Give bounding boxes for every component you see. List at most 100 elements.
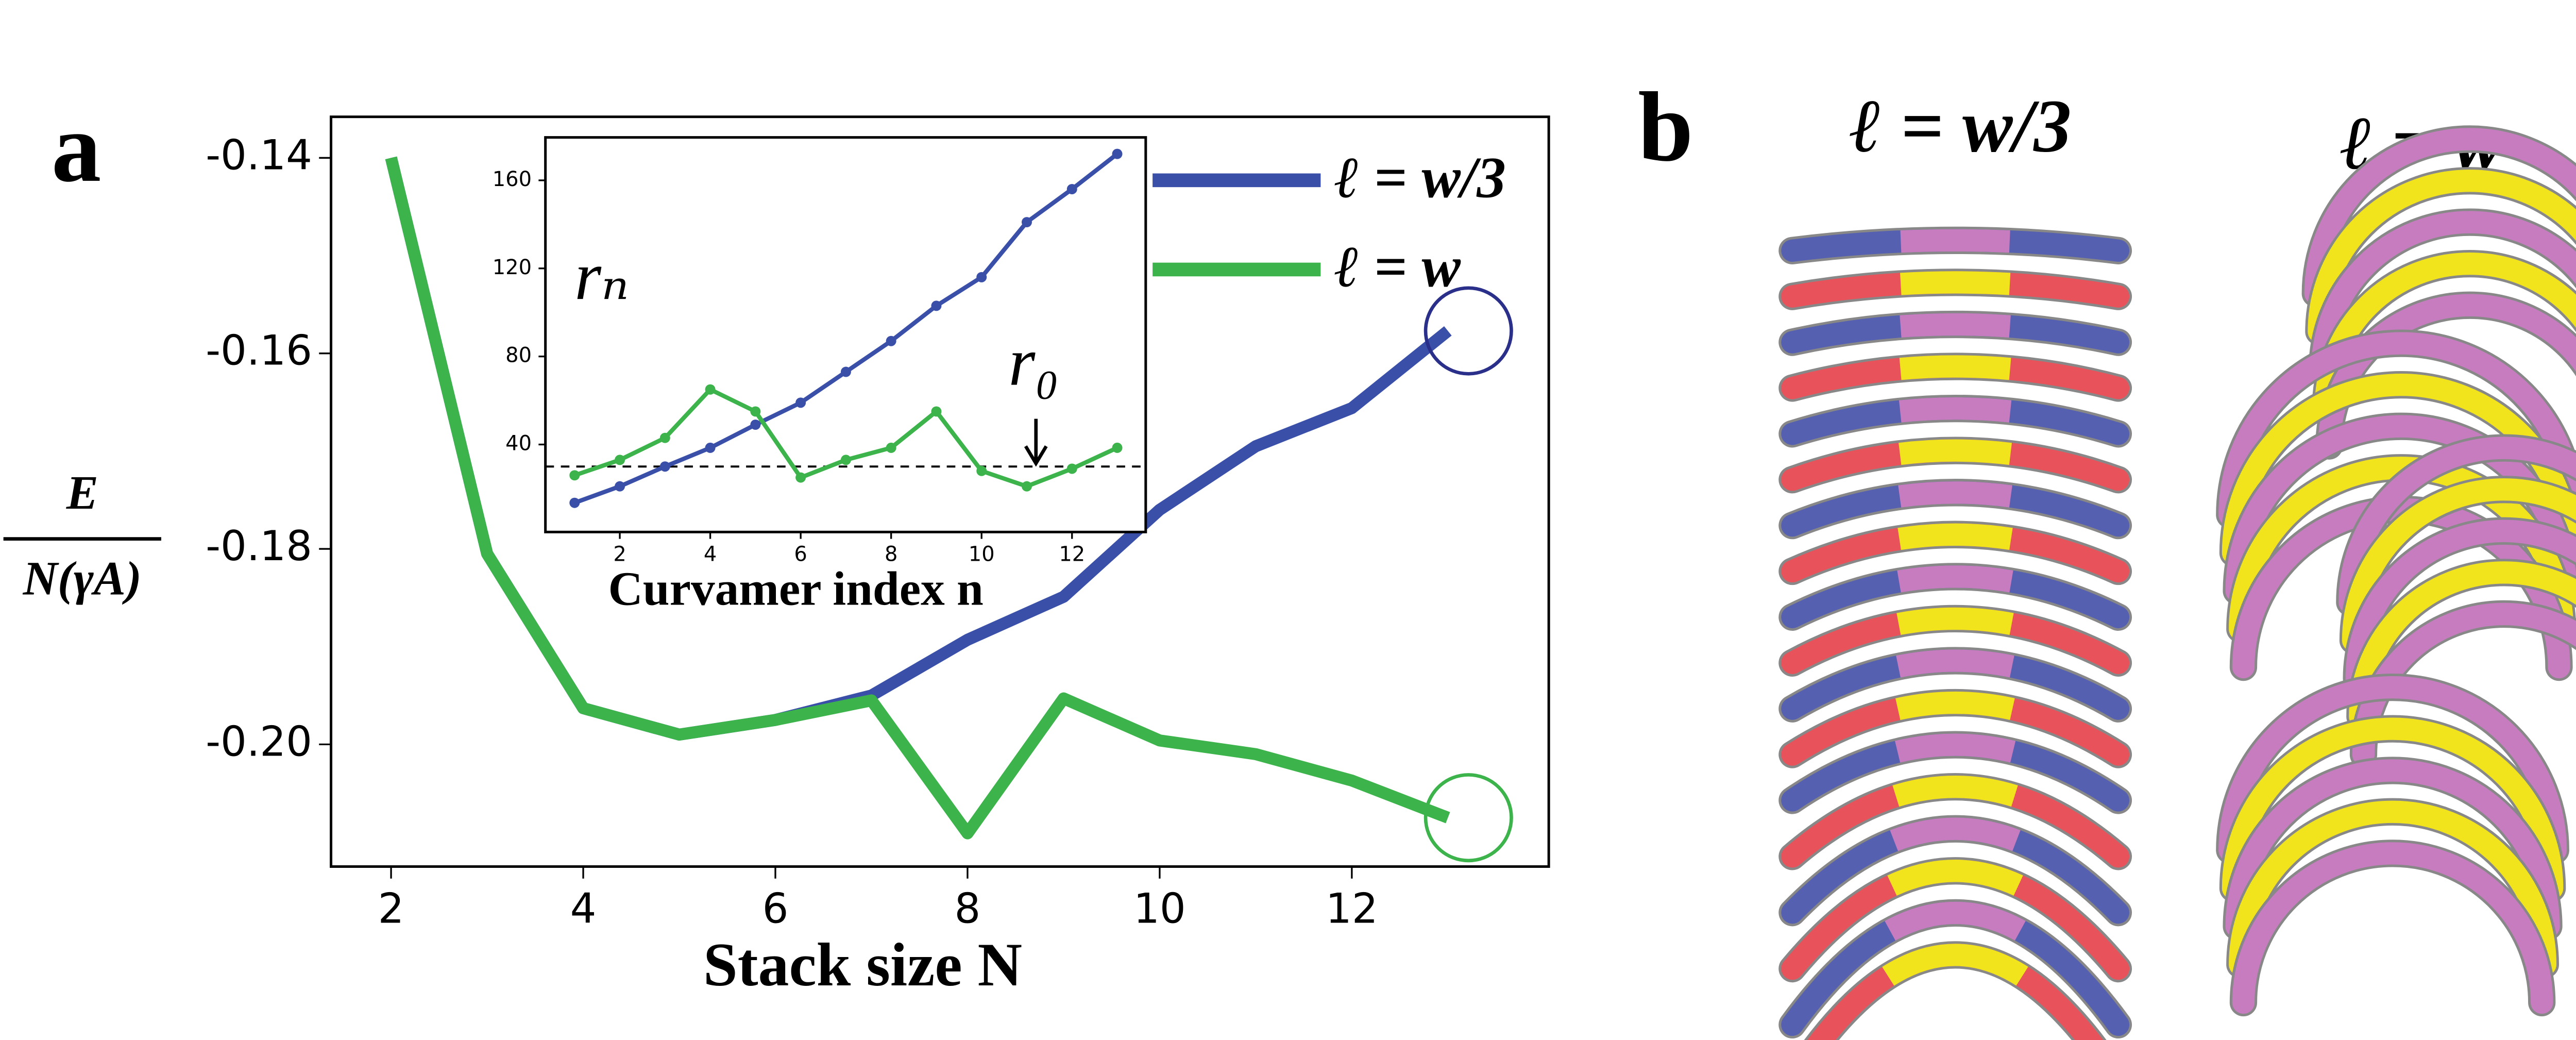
- curvamer-outline: [2229, 840, 2556, 1017]
- curvamer: [2222, 717, 2564, 900]
- y-tick-label: 120: [493, 256, 532, 279]
- curvamer: [2345, 519, 2576, 690]
- curvamer-middle: [1788, 523, 2123, 582]
- x-tick-label: 12: [1059, 543, 1085, 566]
- curvamer-middle: [1788, 481, 2123, 536]
- x-tick-label: 10: [1133, 885, 1186, 933]
- point: [931, 406, 942, 417]
- point: [1112, 148, 1123, 159]
- curvamer: [2342, 478, 2576, 652]
- curvamer: [2225, 759, 2560, 938]
- point: [659, 432, 670, 443]
- x-tick-label: 12: [1326, 885, 1378, 933]
- curvamer-middle: [1790, 313, 2121, 354]
- legend-label: ℓ = w/3: [1334, 145, 1506, 210]
- point: [886, 442, 896, 453]
- point: [976, 465, 987, 476]
- curvamer-middle: [1787, 607, 2124, 673]
- panel-label: b: [1638, 72, 1693, 182]
- curvamer: [2349, 561, 2576, 728]
- curvamer: [2222, 374, 2576, 564]
- curvamer: [2218, 676, 2567, 862]
- curvamer: [2229, 800, 2556, 976]
- curvamer: [2318, 294, 2576, 457]
- y-tick-label: 80: [505, 344, 532, 367]
- y-axis-label: rₙ: [574, 238, 629, 314]
- series-line: [385, 156, 1450, 840]
- y-tick-label: -0.20: [206, 717, 312, 765]
- curvamer: [2232, 498, 2570, 679]
- point: [1066, 463, 1077, 474]
- curvamer-middle: [1784, 860, 2127, 976]
- point: [840, 455, 851, 465]
- point: [705, 384, 716, 395]
- x-tick-label: 4: [704, 543, 717, 566]
- x-tick-label: 6: [762, 885, 789, 933]
- x-tick-label: 4: [570, 885, 597, 933]
- point: [569, 470, 580, 481]
- point: [1066, 184, 1077, 194]
- x-axis-label: Stack size N: [703, 930, 1022, 999]
- y-label-denominator: N(γA): [23, 552, 142, 606]
- curvamer-middle: [1786, 692, 2125, 764]
- curvamer-middle: [1790, 271, 2121, 308]
- annotation: r₀: [1009, 324, 1059, 400]
- y-tick-label: 160: [493, 167, 532, 191]
- x-tick-label: 10: [969, 543, 995, 566]
- curvamer-middle: [1788, 439, 2122, 491]
- curvamer-middle: [1787, 565, 2124, 627]
- curvamer: [2225, 415, 2576, 602]
- point: [659, 461, 670, 472]
- point: [886, 336, 896, 346]
- curvamer-middle: [1784, 817, 2126, 920]
- x-tick-label: 2: [378, 885, 404, 933]
- point: [976, 272, 987, 282]
- point: [795, 472, 806, 483]
- point: [1021, 481, 1032, 492]
- annotation-arrow: [1024, 418, 1048, 467]
- curvamer: [2218, 332, 2576, 526]
- y-tick-label: -0.18: [206, 522, 312, 570]
- x-tick-label: 8: [885, 543, 897, 566]
- point: [750, 420, 761, 430]
- curvamer-middle: [1807, 944, 2104, 1040]
- point: [795, 397, 806, 408]
- curvamer-middle: [1785, 776, 2126, 865]
- curvamer-illustration: [1778, 125, 2576, 1040]
- curvamer: [2229, 457, 2574, 641]
- x-tick-label: 2: [613, 543, 626, 566]
- point: [569, 497, 580, 508]
- y-tick-label: 40: [505, 432, 532, 456]
- curvamer: [2232, 842, 2553, 1014]
- point: [750, 406, 761, 417]
- highlight-circle: [1423, 286, 1513, 376]
- point: [1021, 217, 1032, 228]
- curvamer-middle: [1786, 733, 2125, 810]
- point: [615, 481, 625, 492]
- x-tick-label: 8: [955, 885, 981, 933]
- curvamer-middle: [1789, 397, 2122, 445]
- point: [1112, 442, 1123, 453]
- y-tick-label: -0.16: [206, 327, 312, 375]
- curvamer: [2308, 169, 2576, 343]
- curvamer: [2311, 211, 2576, 381]
- panel-label: a: [52, 92, 101, 203]
- panel-title: ℓ = w/3: [1850, 84, 2072, 168]
- point: [840, 366, 851, 377]
- point: [705, 442, 716, 453]
- curvamer: [2304, 128, 2576, 305]
- y-tick-label: -0.14: [206, 131, 312, 179]
- x-axis-label: Curvamer index n: [608, 563, 983, 616]
- point: [615, 455, 625, 465]
- curvamer-middle: [1789, 355, 2121, 399]
- curvamer-middle: [1783, 901, 2127, 1032]
- point: [931, 300, 942, 311]
- x-tick-label: 6: [794, 543, 807, 566]
- y-label-numerator: E: [66, 466, 98, 519]
- curvamer-middle: [1791, 229, 2120, 262]
- legend-label: ℓ = w: [1334, 235, 1461, 299]
- curvamer-middle: [1786, 649, 2124, 718]
- highlight-circle: [1423, 773, 1513, 863]
